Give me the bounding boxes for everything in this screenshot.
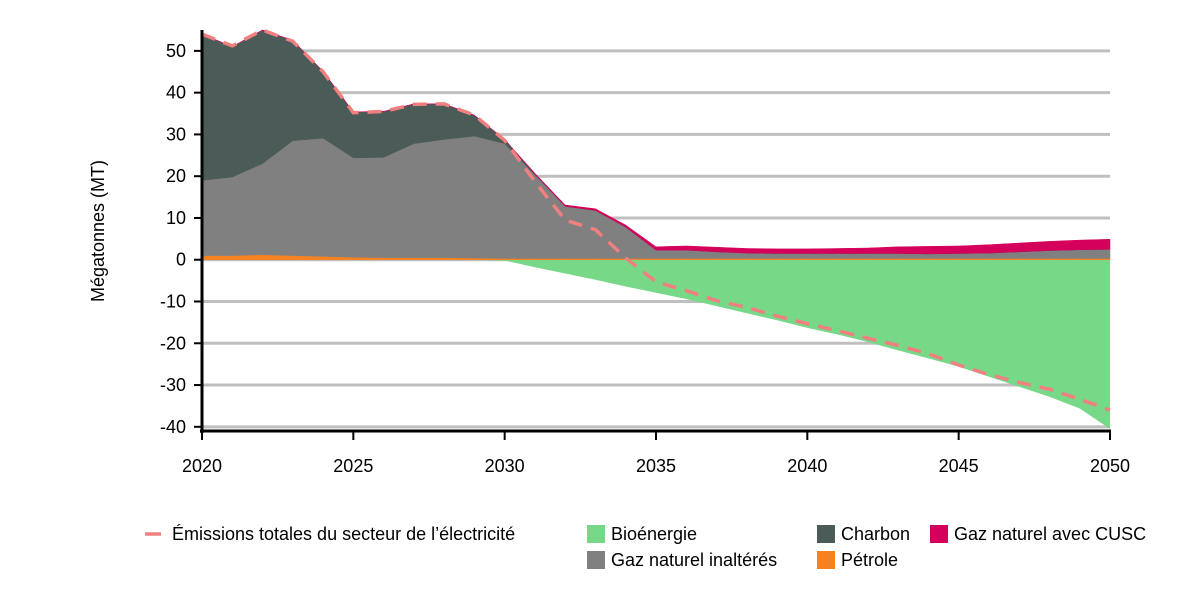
y-axis-title: Mégatonnes (MT) — [88, 160, 108, 302]
y-tick-label: -40 — [160, 417, 186, 437]
total-emissions-line — [201, 28, 1111, 412]
legend-item: Bioénergie — [587, 524, 697, 544]
x-tick-labels: 2020 2025 2030 2035 2040 2045 2050 — [182, 456, 1130, 476]
legend: Émissions totales du secteur de l’électr… — [145, 524, 1146, 570]
area-gaz_cusc — [201, 29, 1111, 255]
legend-item: Gaz naturel inaltérés — [587, 550, 777, 570]
legend-label: Gaz naturel inaltérés — [611, 550, 777, 570]
x-tick-label: 2045 — [939, 456, 979, 476]
legend-label: Gaz naturel avec CUSC — [954, 524, 1146, 544]
legend-swatch — [587, 525, 605, 543]
y-tick-label: -10 — [160, 292, 186, 312]
y-tick-label: -30 — [160, 375, 186, 395]
x-tick-label: 2035 — [636, 456, 676, 476]
y-tick-label: 10 — [166, 208, 186, 228]
legend-item: Gaz naturel avec CUSC — [930, 524, 1146, 544]
x-tick-label: 2050 — [1090, 456, 1130, 476]
x-tick-label: 2020 — [182, 456, 222, 476]
y-tick-label: 20 — [166, 166, 186, 186]
x-tick-label: 2030 — [485, 456, 525, 476]
y-tick-label: 50 — [166, 41, 186, 61]
legend-item: Pétrole — [817, 550, 898, 570]
x-tick-label: 2025 — [333, 456, 373, 476]
legend-item: Charbon — [817, 524, 910, 544]
line-total — [201, 28, 1111, 412]
y-tick-label: -20 — [160, 333, 186, 353]
area-bio — [202, 259, 1110, 429]
legend-item: Émissions totales du secteur de l’électr… — [145, 524, 515, 544]
y-tick-label: 40 — [166, 83, 186, 103]
legend-swatch — [587, 551, 605, 569]
y-tick-label: 30 — [166, 124, 186, 144]
y-tick-label: 0 — [176, 250, 186, 270]
legend-swatch — [817, 525, 835, 543]
x-tick-label: 2040 — [787, 456, 827, 476]
y-tick-labels: -40 -30 -20 -10 0 10 20 30 40 50 — [160, 41, 186, 437]
legend-label: Pétrole — [841, 550, 898, 570]
legend-label: Émissions totales du secteur de l’électr… — [172, 524, 515, 544]
legend-swatch — [817, 551, 835, 569]
axes — [194, 30, 1111, 440]
legend-label: Bioénergie — [611, 524, 697, 544]
area-gaz_inalt — [201, 135, 1111, 259]
legend-swatch — [930, 525, 948, 543]
legend-label: Charbon — [841, 524, 910, 544]
